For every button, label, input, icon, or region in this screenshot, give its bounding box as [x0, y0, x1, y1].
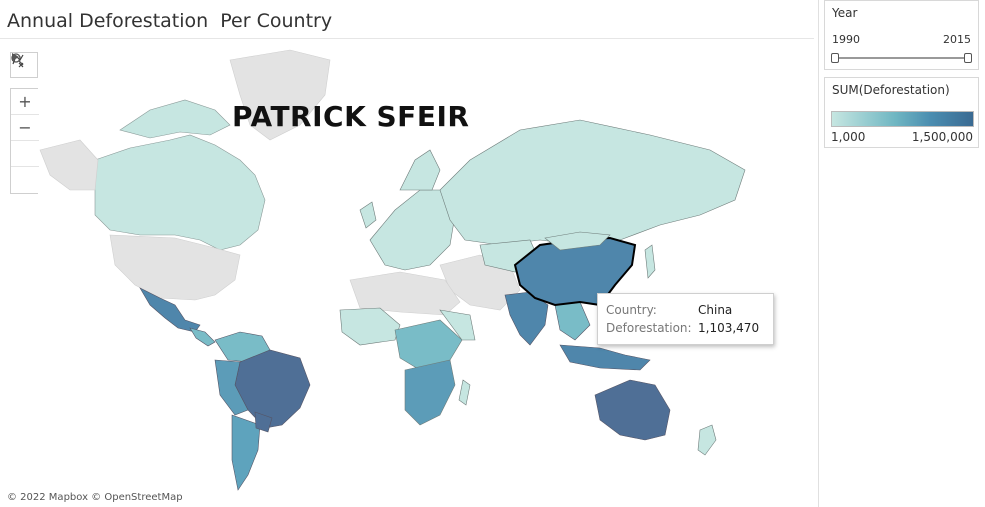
region-usa — [109, 234, 241, 301]
region-mexico[interactable] — [139, 287, 201, 333]
map-view[interactable]: + − PATRICK SFEIR © 2022 Mapbox © OpenSt… — [0, 40, 814, 507]
year-filter: Year 1990 2015 — [824, 0, 979, 70]
region-arctic-islands[interactable] — [119, 99, 231, 139]
region-indonesia[interactable] — [559, 344, 651, 371]
region-mongolia[interactable] — [544, 231, 611, 251]
region-uk[interactable] — [359, 201, 377, 229]
legend-title: SUM(Deforestation) — [832, 83, 950, 97]
region-japan[interactable] — [644, 244, 656, 279]
region-canada[interactable] — [94, 134, 266, 251]
region-alaska — [39, 139, 99, 191]
year-slider-min-handle[interactable] — [831, 53, 839, 63]
year-slider-max-handle[interactable] — [964, 53, 972, 63]
region-australia[interactable] — [594, 379, 671, 441]
map-attribution[interactable]: © 2022 Mapbox © OpenStreetMap — [7, 492, 183, 503]
year-min-label: 1990 — [832, 33, 860, 46]
region-new-zealand[interactable] — [697, 424, 717, 456]
region-paraguay[interactable] — [254, 411, 273, 433]
legend-min-label: 1,000 — [831, 130, 866, 144]
panel-divider — [818, 0, 819, 507]
region-madagascar[interactable] — [458, 379, 471, 406]
page-title: Annual Deforestation Per Country — [7, 10, 333, 32]
tooltip-country-key: Country: — [606, 303, 657, 317]
year-max-label: 2015 — [943, 33, 971, 46]
region-scandinavia[interactable] — [399, 149, 441, 191]
zoom-controls: + − — [10, 53, 39, 194]
legend-max-label: 1,500,000 — [911, 130, 973, 144]
zoom-in-button[interactable]: + — [11, 89, 39, 115]
country-tooltip: Country: China Deforestation: 1,103,470 — [597, 293, 774, 345]
region-peru-bolivia[interactable] — [214, 359, 249, 416]
tooltip-deforestation-key: Deforestation: — [606, 321, 692, 335]
region-east-africa[interactable] — [439, 309, 476, 341]
play-triangle-icon[interactable] — [11, 53, 39, 193]
year-filter-title: Year — [832, 6, 858, 20]
region-central-america[interactable] — [189, 327, 216, 347]
color-legend: SUM(Deforestation) 1,000 1,500,000 — [824, 77, 979, 148]
year-range-labels: 1990 2015 — [832, 33, 971, 46]
world-map[interactable] — [0, 40, 814, 507]
title-divider — [0, 38, 814, 39]
region-europe[interactable] — [369, 189, 456, 271]
region-russia[interactable] — [439, 119, 746, 246]
tooltip-deforestation-value: 1,103,470 — [698, 321, 760, 335]
legend-gradient-bar — [831, 111, 974, 127]
zoom-out-button[interactable]: − — [11, 115, 39, 141]
legend-range-labels: 1,000 1,500,000 — [831, 130, 973, 144]
watermark-text: PATRICK SFEIR — [232, 100, 470, 133]
region-west-africa[interactable] — [339, 307, 401, 346]
pin-reset-icon[interactable] — [11, 54, 39, 167]
region-greenland — [229, 49, 331, 141]
year-slider-track[interactable] — [833, 57, 970, 59]
region-southern-africa[interactable] — [404, 359, 456, 426]
map-toolbar: + − — [10, 52, 39, 194]
tooltip-country-value: China — [698, 303, 733, 317]
